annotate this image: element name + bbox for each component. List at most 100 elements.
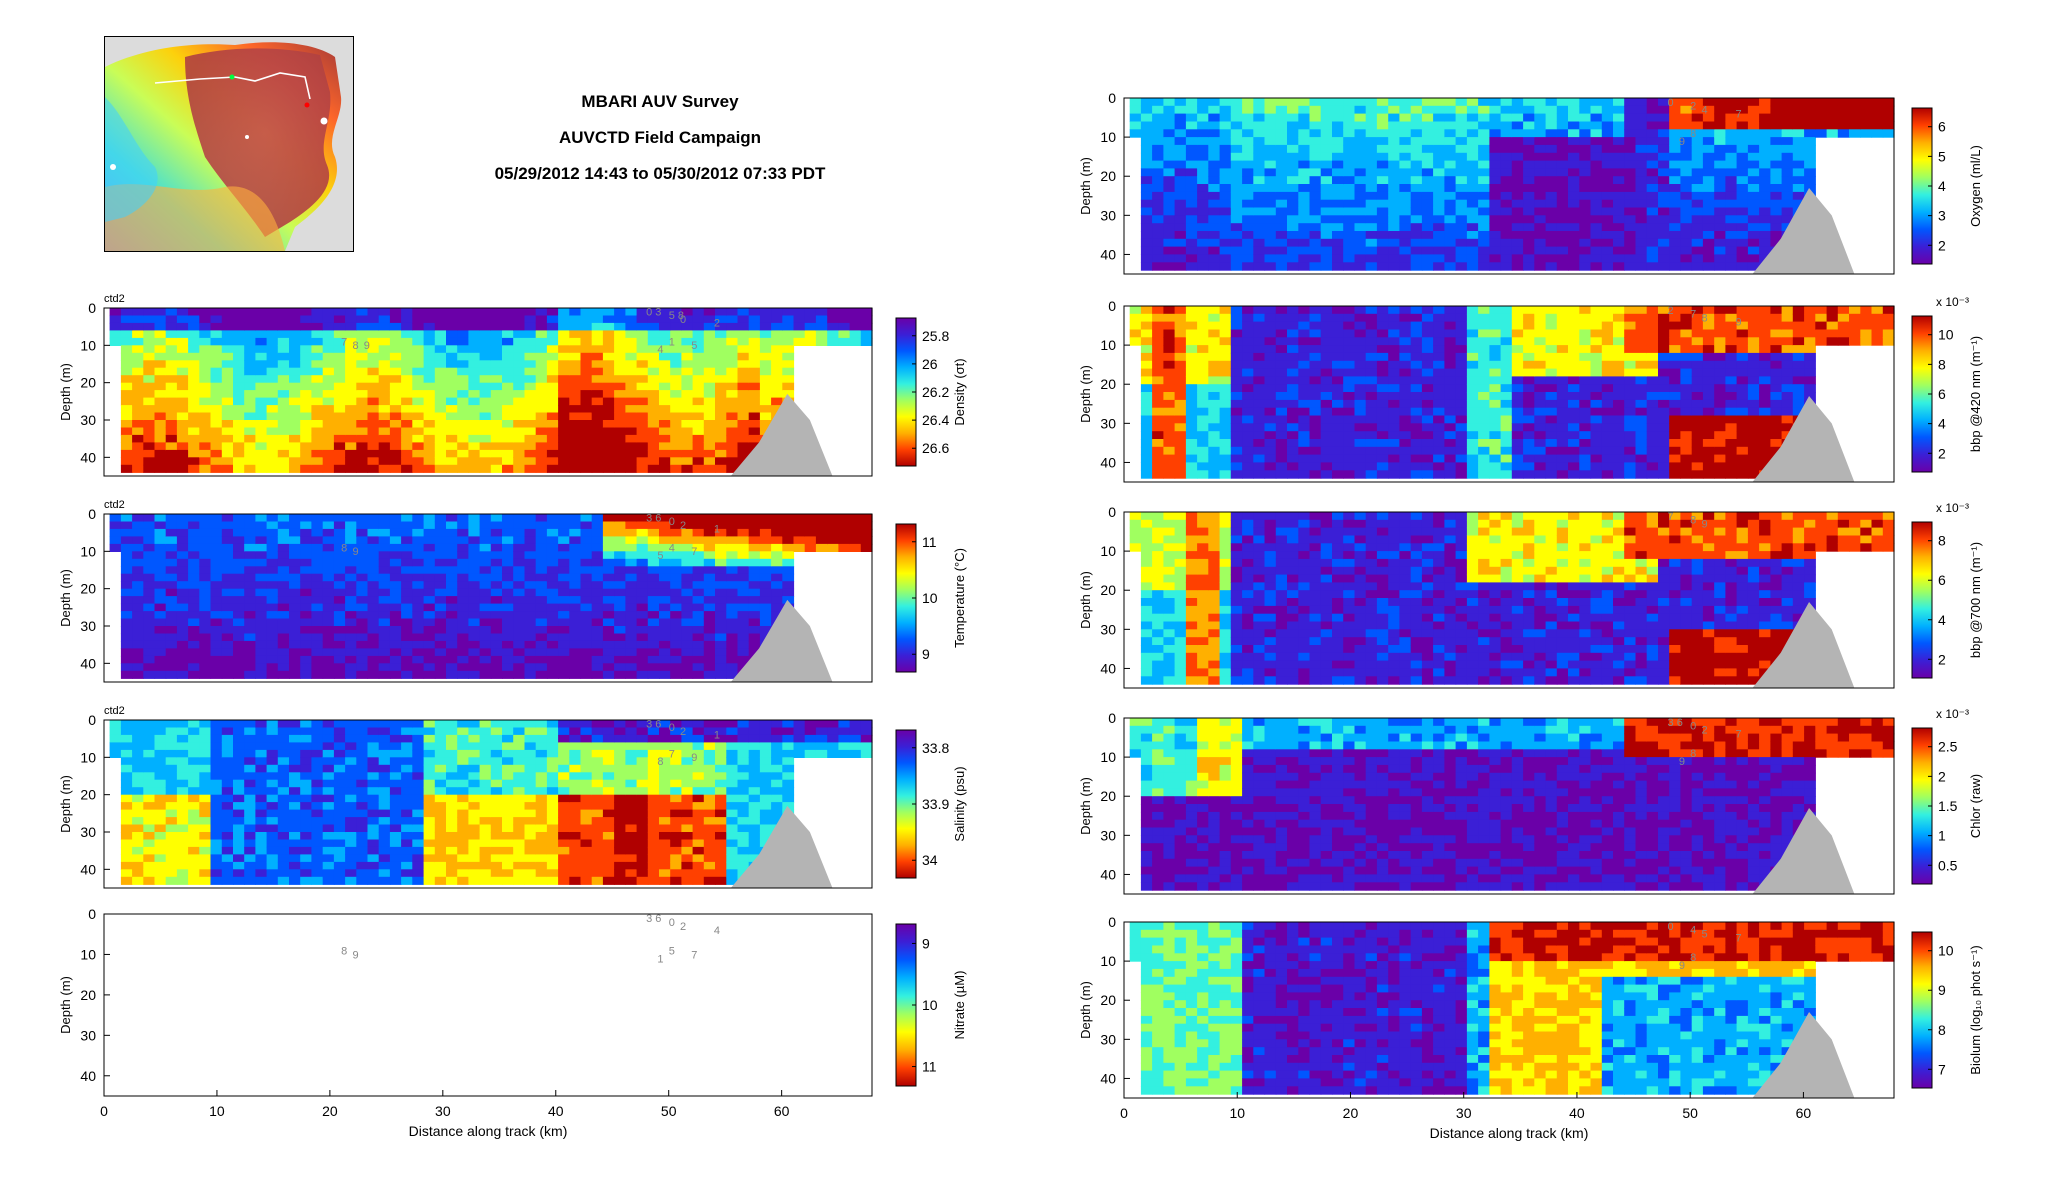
section-cell bbox=[468, 367, 481, 376]
section-cell bbox=[715, 603, 727, 612]
section-cell bbox=[300, 772, 312, 781]
section-cell bbox=[423, 382, 436, 391]
section-cell bbox=[1500, 238, 1513, 248]
section-cell bbox=[1410, 152, 1423, 162]
section-cell bbox=[1478, 184, 1490, 193]
figure-time-range: 05/29/2012 14:43 to 05/30/2012 07:33 PDT bbox=[494, 164, 826, 183]
section-cell bbox=[221, 603, 234, 612]
section-cell bbox=[580, 772, 593, 781]
section-cell bbox=[703, 397, 716, 406]
section-cell bbox=[1309, 176, 1322, 185]
section-cell bbox=[401, 611, 413, 620]
section-cell bbox=[244, 375, 256, 384]
section-cell bbox=[490, 345, 503, 354]
section-cell bbox=[1500, 98, 1513, 107]
section-cell bbox=[333, 427, 346, 436]
section-cell bbox=[602, 558, 615, 567]
section-cell bbox=[659, 839, 671, 848]
section-cell bbox=[367, 337, 380, 346]
section-cell bbox=[199, 779, 212, 788]
section-cell bbox=[546, 573, 559, 582]
section-cell bbox=[322, 521, 335, 530]
section-cell bbox=[703, 720, 716, 729]
section-cell bbox=[176, 861, 189, 870]
section-cell bbox=[1230, 184, 1243, 193]
section-cell bbox=[378, 442, 391, 451]
section-cell bbox=[591, 772, 604, 781]
section-cell bbox=[289, 824, 301, 833]
section-cell bbox=[199, 390, 212, 399]
section-cell bbox=[1376, 152, 1389, 162]
section-cell bbox=[1399, 160, 1412, 169]
section-cell bbox=[546, 315, 559, 324]
section-cell bbox=[367, 367, 380, 376]
section-cell bbox=[132, 618, 144, 627]
section-cell bbox=[210, 749, 223, 758]
section-cell bbox=[681, 727, 694, 736]
section-cell bbox=[300, 390, 312, 399]
section-cell bbox=[1242, 121, 1254, 130]
section-cell bbox=[558, 390, 570, 399]
section-cell bbox=[423, 551, 436, 560]
section-cell bbox=[591, 581, 604, 590]
section-cell bbox=[502, 367, 514, 376]
section-cell bbox=[322, 375, 335, 384]
section-cell bbox=[1309, 152, 1322, 162]
section-cell bbox=[703, 434, 716, 443]
section-cell bbox=[490, 809, 503, 818]
section-cell bbox=[356, 817, 369, 826]
section-cell bbox=[210, 337, 223, 346]
section-cell bbox=[434, 832, 447, 841]
section-cell bbox=[1174, 231, 1187, 240]
section-cell bbox=[569, 390, 582, 399]
section-cell bbox=[1230, 262, 1243, 271]
section-cell bbox=[199, 596, 212, 605]
section-cell bbox=[692, 779, 705, 788]
section-cell bbox=[322, 809, 335, 818]
section-cell bbox=[244, 603, 256, 612]
section-cell bbox=[412, 449, 425, 458]
section-cell bbox=[120, 626, 133, 635]
section-cell bbox=[154, 876, 167, 885]
section-cell bbox=[591, 397, 604, 406]
colorbar-tick-label: 25.8 bbox=[922, 328, 949, 344]
section-cell bbox=[389, 536, 402, 545]
section-cell bbox=[311, 764, 324, 773]
section-cell bbox=[535, 337, 548, 346]
section-cell bbox=[1253, 199, 1266, 209]
section-cell bbox=[412, 551, 425, 560]
section-cell bbox=[345, 794, 357, 803]
section-cell bbox=[277, 521, 290, 530]
section-cell bbox=[748, 824, 761, 833]
section-cell bbox=[1455, 105, 1468, 115]
section-cell bbox=[1264, 184, 1277, 193]
section-cell bbox=[804, 315, 817, 324]
section-cell bbox=[468, 434, 481, 443]
section-cell bbox=[715, 442, 727, 451]
oxygen-section-cells bbox=[1129, 98, 1895, 271]
section-cell bbox=[210, 626, 223, 635]
section-cell bbox=[647, 603, 660, 612]
section-cell bbox=[804, 543, 817, 552]
section-cell bbox=[277, 442, 290, 451]
section-cell bbox=[614, 839, 626, 848]
section-cell bbox=[401, 633, 413, 642]
section-cell bbox=[546, 832, 559, 841]
section-cell bbox=[681, 397, 694, 406]
section-cell bbox=[759, 573, 772, 582]
section-cell bbox=[378, 854, 391, 863]
section-cell bbox=[1421, 262, 1434, 271]
section-cell bbox=[546, 603, 559, 612]
section-cell bbox=[1511, 184, 1524, 193]
station-annotation: 2 bbox=[680, 726, 686, 738]
section-cell bbox=[815, 322, 828, 331]
section-cell bbox=[221, 655, 234, 664]
section-cell bbox=[726, 611, 739, 620]
section-cell bbox=[389, 618, 402, 627]
section-cell bbox=[345, 588, 357, 597]
section-cell bbox=[1365, 144, 1378, 154]
section-cell bbox=[210, 543, 223, 552]
section-cell bbox=[1230, 231, 1243, 240]
section-cell bbox=[389, 360, 402, 369]
